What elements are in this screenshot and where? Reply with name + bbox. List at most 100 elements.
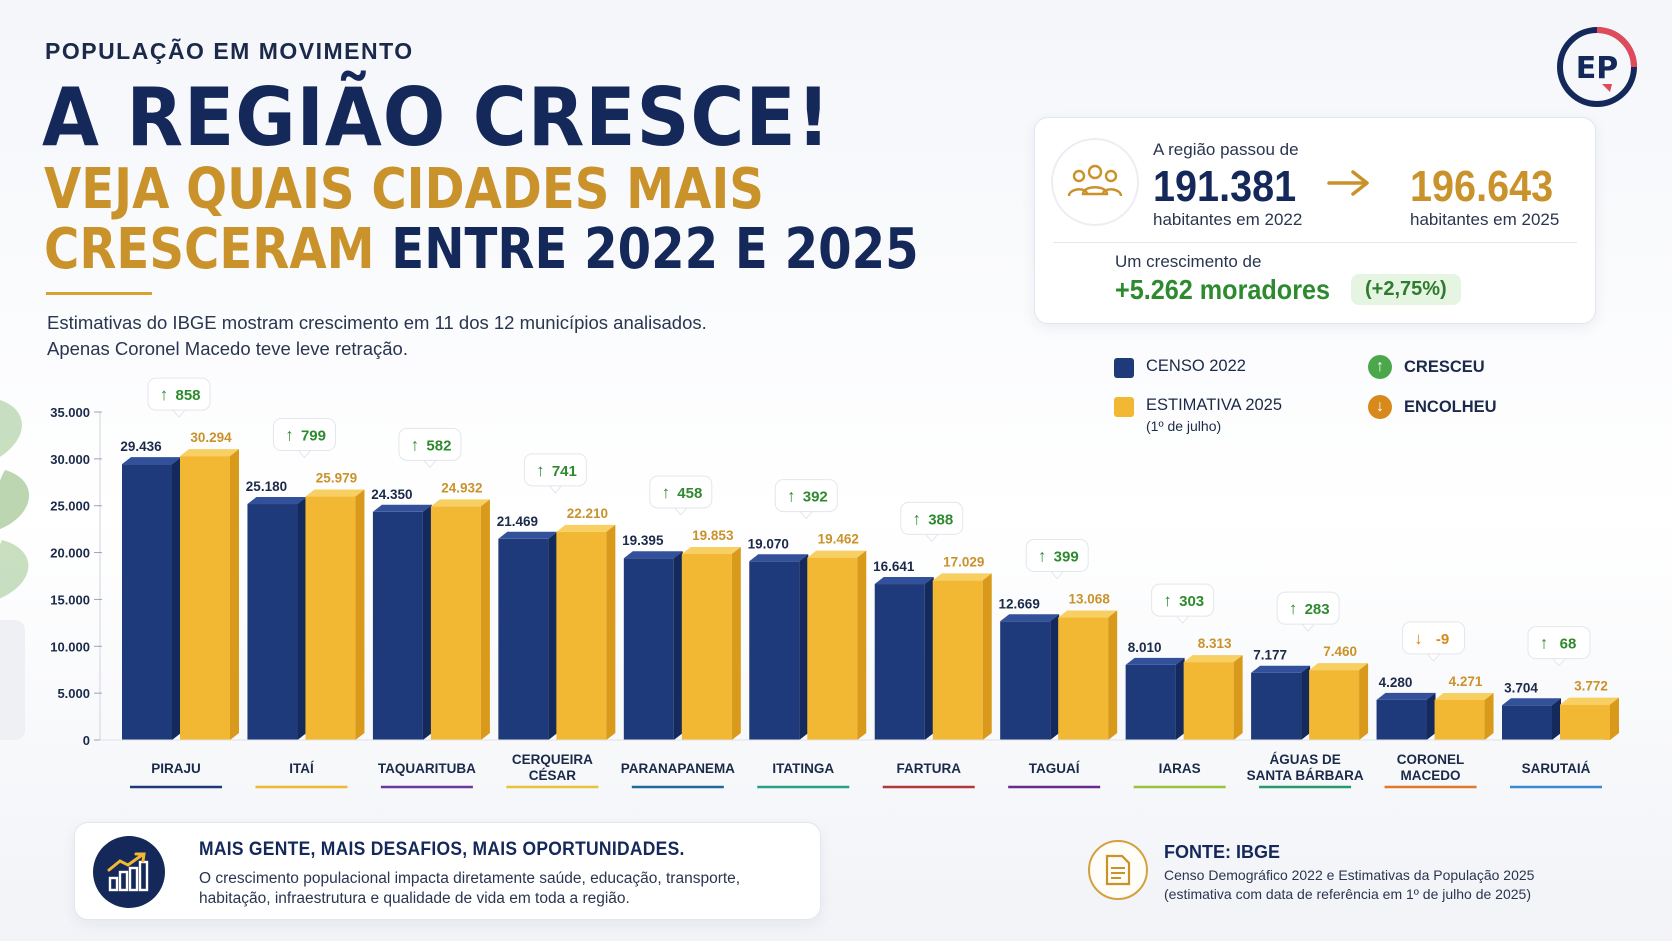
y-tick-label: 15.000 — [50, 592, 90, 607]
legend-grew: ↑ CRESCEU — [1368, 355, 1485, 379]
bar-estimate-2025-side — [982, 573, 992, 740]
impact-callout: MAIS GENTE, MAIS DESAFIOS, MAIS OPORTUNI… — [74, 822, 821, 920]
change-label: 399 — [1054, 549, 1079, 566]
source-block: FONTE: IBGE Censo Demográfico 2022 e Est… — [1088, 840, 1648, 910]
bar-estimate-2025-side — [857, 550, 867, 740]
bar-census-2022-label: 7.177 — [1253, 648, 1287, 663]
page-title: A REGIÃO CRESCE! — [42, 71, 832, 164]
change-badge-pointer — [1175, 615, 1190, 624]
y-tick-label: 30.000 — [50, 452, 90, 467]
description-line2: Apenas Coronel Macedo teve leve retração… — [47, 338, 408, 359]
legend-estimate: ESTIMATIVA 2025 (1º de julho) — [1114, 396, 1282, 434]
bar-estimate-2025 — [430, 506, 481, 740]
change-label: 303 — [1179, 593, 1204, 610]
bar-census-2022 — [1125, 664, 1176, 740]
category-label: CORONEL — [1397, 752, 1465, 767]
bar-estimate-2025-label: 7.460 — [1323, 644, 1357, 659]
bar-census-2022-label: 16.641 — [873, 559, 915, 574]
bar-census-2022-top — [247, 497, 307, 505]
bar-estimate-2025-label: 25.979 — [316, 471, 357, 486]
bar-estimate-2025-side — [355, 489, 365, 740]
change-badge — [1402, 621, 1466, 655]
category-label: PIRAJU — [151, 761, 201, 776]
bar-estimate-2025-label: 17.029 — [943, 554, 984, 569]
bar-census-2022-top — [1376, 692, 1436, 700]
arrow-up-icon: ↑ — [1038, 547, 1047, 566]
bar-census-2022-side — [172, 457, 181, 740]
bar-census-2022 — [1502, 705, 1552, 740]
change-label: 741 — [552, 463, 577, 480]
category-label: ITAÍ — [289, 761, 315, 776]
bar-census-2022-label: 4.280 — [1379, 675, 1413, 690]
bar-census-2022 — [623, 558, 674, 740]
ep-logo: EP — [1557, 27, 1637, 107]
legend-grew-label: CRESCEU — [1404, 357, 1485, 376]
people-icon — [1051, 138, 1139, 226]
bar-census-2022-side — [924, 577, 934, 740]
bar-census-2022-label: 3.704 — [1504, 680, 1538, 695]
legend-estimate-label: ESTIMATIVA 2025 — [1146, 396, 1283, 414]
bar-estimate-2025-side — [1484, 692, 1494, 740]
arrow-up-icon: ↑ — [536, 461, 545, 480]
bar-census-2022-side — [1552, 698, 1561, 740]
bar-census-2022-side — [799, 554, 809, 740]
description: Estimativas do IBGE mostram crescimento … — [47, 310, 707, 362]
category-label: TAGUAÍ — [1029, 761, 1081, 776]
bar-estimate-2025 — [556, 531, 607, 740]
bar-census-2022-label: 24.350 — [371, 487, 412, 502]
legend-census-label: CENSO 2022 — [1146, 357, 1246, 375]
bar-census-2022 — [372, 511, 423, 740]
summary-divider — [1053, 242, 1577, 243]
bar-census-2022 — [498, 538, 549, 740]
population-2022-label: habitantes em 2022 — [1153, 210, 1303, 229]
bar-census-2022-label: 12.669 — [999, 596, 1040, 611]
category-label: SANTA BÁRBARA — [1247, 768, 1364, 783]
source-title: FONTE: IBGE — [1164, 842, 1280, 862]
legend-census-swatch — [1114, 358, 1134, 378]
kicker: POPULAÇÃO EM MOVIMENTO — [45, 38, 414, 64]
bar-estimate-2025 — [681, 553, 732, 740]
y-tick-label: 0 — [83, 733, 90, 748]
bar-census-2022 — [1376, 699, 1427, 740]
growth-label: Um crescimento de — [1115, 252, 1262, 271]
bar-estimate-2025-label: 8.313 — [1198, 636, 1232, 651]
category-label: TAQUARITUBA — [378, 761, 476, 776]
change-label: 283 — [1305, 601, 1330, 618]
change-badge-pointer — [171, 409, 187, 418]
change-badge-pointer — [1551, 658, 1567, 667]
bar-estimate-2025 — [305, 496, 356, 740]
category-label: IARAS — [1159, 761, 1201, 776]
change-label: 858 — [175, 387, 200, 404]
bar-estimate-2025 — [807, 557, 858, 740]
change-badge-pointer — [673, 507, 688, 516]
bar-estimate-2025-top — [1309, 663, 1369, 671]
arrow-up-icon: ↑ — [285, 426, 294, 445]
svg-text:EP: EP — [1576, 51, 1618, 86]
arrow-up-icon: ↑ — [1368, 355, 1392, 379]
category-label: MACEDO — [1401, 768, 1461, 783]
arrow-up-icon: ↑ — [1289, 599, 1298, 618]
subtitle-line1: VEJA QUAIS CIDADES MAIS — [44, 157, 764, 222]
change-label: 582 — [426, 437, 451, 454]
subtitle-line2: CRESCERAM ENTRE 2022 E 2025 — [44, 222, 919, 278]
bar-census-2022 — [749, 561, 800, 740]
plant-decoration — [0, 400, 30, 740]
change-label: -9 — [1436, 631, 1449, 648]
bar-census-2022-top — [498, 531, 558, 539]
bar-census-2022-label: 8.010 — [1128, 640, 1162, 655]
bar-census-2022-side — [1050, 614, 1060, 740]
bar-census-2022-side — [673, 551, 683, 740]
bar-census-2022-label: 25.180 — [246, 479, 287, 494]
bar-census-2022-top — [623, 551, 683, 559]
change-label: 799 — [301, 428, 326, 445]
category-label: SARUTAIÁ — [1522, 761, 1591, 776]
source-line1: Censo Demográfico 2022 e Estimativas da … — [1164, 867, 1535, 883]
arrow-up-icon: ↑ — [411, 435, 420, 454]
y-tick-label: 5.000 — [57, 686, 90, 701]
bar-estimate-2025-label: 22.210 — [567, 506, 608, 521]
bar-estimate-2025-top — [180, 449, 239, 457]
change-label: 388 — [928, 511, 953, 528]
bar-estimate-2025 — [180, 456, 230, 740]
y-tick-label: 20.000 — [50, 546, 90, 561]
